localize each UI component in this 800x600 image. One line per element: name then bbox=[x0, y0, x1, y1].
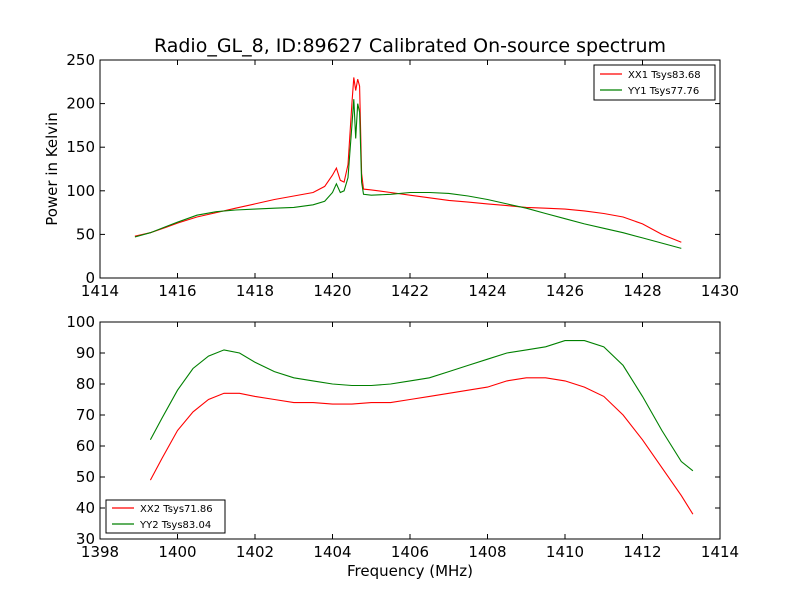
lower-plot-area: 1398 1400 1402 1404 1406 1408 1410 1412 1414 30 40… bbox=[66, 313, 739, 561]
x-tick-label-1-2: 1402 bbox=[236, 543, 274, 561]
lower-x-axis-label: Frequency (MHz) bbox=[347, 562, 473, 580]
y-tick-label-0-1: 50 bbox=[76, 225, 95, 243]
x-tick-label-1-0: 1398 bbox=[81, 543, 119, 561]
lower-legend: XX2 Tsys71.86 YY2 Tsys83.04 bbox=[105, 499, 226, 534]
x-tick-label-1-7: 1412 bbox=[623, 543, 661, 561]
chart-title: Radio_GL_8, ID:89627 Calibrated On-sourc… bbox=[154, 35, 666, 57]
y-tick-label-1-2: 50 bbox=[76, 468, 95, 486]
y-tick-label-1-7: 100 bbox=[66, 313, 95, 331]
lower-legend-box bbox=[105, 499, 226, 534]
y-tick-label-1-5: 80 bbox=[76, 375, 95, 393]
x-tick-label-1-1: 1400 bbox=[158, 543, 196, 561]
y-tick-label-0-5: 250 bbox=[66, 51, 95, 69]
y-tick-label-1-3: 60 bbox=[76, 437, 95, 455]
y-tick-label-0-2: 100 bbox=[66, 182, 95, 200]
x-tick-label-1-5: 1408 bbox=[468, 543, 506, 561]
legend-label-xx2: XX2 Tsys71.86 bbox=[140, 504, 213, 515]
x-tick-label-0-0: 1414 bbox=[81, 282, 119, 300]
x-tick-label-1-6: 1410 bbox=[546, 543, 584, 561]
upper-y-axis-label: Power in Kelvin bbox=[43, 112, 61, 226]
y-tick-label-0-3: 150 bbox=[66, 138, 95, 156]
x-tick-label-0-1: 1416 bbox=[158, 282, 196, 300]
y-tick-label-0-0: 0 bbox=[85, 269, 95, 287]
legend-label-xx1: XX1 Tsys83.68 bbox=[628, 70, 701, 81]
x-tick-label-0-7: 1428 bbox=[623, 282, 661, 300]
y-tick-label-1-1: 40 bbox=[76, 499, 95, 517]
series-line-0-1 bbox=[134, 99, 682, 249]
x-tick-label-0-6: 1426 bbox=[546, 282, 584, 300]
series-line-1-0 bbox=[149, 377, 694, 515]
x-tick-label-1-8: 1414 bbox=[701, 543, 739, 561]
series-line-0-0 bbox=[134, 77, 682, 243]
x-tick-label-0-8: 1430 bbox=[701, 282, 739, 300]
y-tick-label-1-6: 90 bbox=[76, 344, 95, 362]
x-tick-label-1-4: 1406 bbox=[391, 543, 429, 561]
upper-legend: XX1 Tsys83.68 YY1 Tsys77.76 bbox=[593, 64, 716, 101]
upper-legend-box bbox=[593, 64, 716, 101]
y-tick-label-0-4: 200 bbox=[66, 95, 95, 113]
x-tick-label-0-5: 1424 bbox=[468, 282, 506, 300]
legend-label-yy1: YY1 Tsys77.76 bbox=[627, 86, 699, 97]
legend-label-yy2: YY2 Tsys83.04 bbox=[139, 520, 211, 531]
y-tick-label-1-0: 30 bbox=[76, 530, 95, 548]
lower-panel: Frequency (MHz) 1398 1400 1402 1404 1406 1408… bbox=[66, 313, 739, 580]
x-tick-label-1-3: 1404 bbox=[313, 543, 351, 561]
upper-panel: Radio_GL_8, ID:89627 Calibrated On-sourc… bbox=[43, 35, 739, 300]
y-tick-label-1-4: 70 bbox=[76, 406, 95, 424]
upper-plot-area: 1414 1416 1418 1420 1422 1424 1426 1428 1430 0 50 1… bbox=[66, 51, 739, 300]
x-tick-label-0-4: 1422 bbox=[391, 282, 429, 300]
series-line-1-1 bbox=[149, 340, 694, 472]
x-tick-label-0-2: 1418 bbox=[236, 282, 274, 300]
x-tick-label-0-3: 1420 bbox=[313, 282, 351, 300]
